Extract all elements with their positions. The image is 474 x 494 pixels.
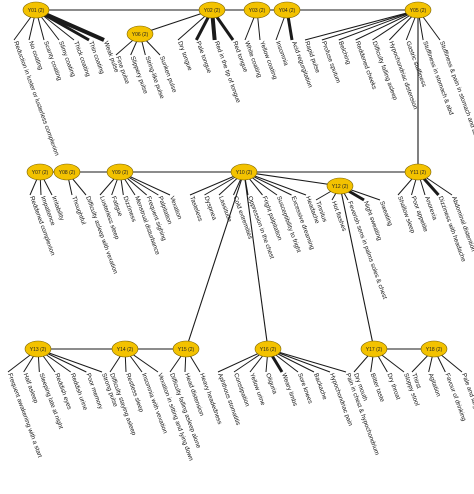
leaf-edge bbox=[304, 9, 419, 41]
latent-node-label: Y06 (2) bbox=[132, 32, 149, 38]
symptom-label: Frequent awakening with a start bbox=[6, 372, 43, 459]
latent-node-label: Y16 (2) bbox=[260, 347, 277, 353]
latent-node-label: Y17 (2) bbox=[366, 347, 383, 353]
symptom-label: Agitation bbox=[427, 372, 442, 398]
symptom-label: Anorexia bbox=[423, 195, 438, 221]
latent-node: Y02 (2) bbox=[198, 1, 226, 19]
latent-node-ellipse bbox=[230, 163, 258, 181]
latent-node-ellipse bbox=[404, 1, 432, 19]
symptom-label: Tasteless bbox=[188, 195, 204, 222]
latent-node-ellipse bbox=[360, 340, 388, 358]
latent-node: Y10 (2) bbox=[230, 163, 258, 181]
latent-node: Y15 (2) bbox=[172, 340, 200, 358]
latent-node-ellipse bbox=[420, 340, 448, 358]
symptom-label: Insomnia bbox=[274, 40, 289, 67]
latent-node: Y08 (2) bbox=[53, 163, 81, 181]
latent-node-label: Y01 (2) bbox=[28, 8, 45, 14]
latent-node-ellipse bbox=[111, 340, 139, 358]
latent-node-label: Y14 (2) bbox=[117, 347, 134, 353]
symptom-label: Belching bbox=[337, 40, 352, 66]
symptom-label: Dry tongue bbox=[176, 40, 193, 72]
latent-node: Y09 (2) bbox=[106, 163, 134, 181]
latent-node-label: Y03 (2) bbox=[249, 8, 266, 14]
tree-edge bbox=[139, 9, 213, 35]
symptom-label: Hot flashes bbox=[330, 200, 347, 232]
latent-node: Y17 (2) bbox=[360, 340, 388, 358]
latent-node-label: Y15 (2) bbox=[178, 347, 195, 353]
latent-node-ellipse bbox=[326, 177, 354, 195]
latent-node-label: Y09 (2) bbox=[112, 170, 129, 176]
latent-node: Y07 (2) bbox=[26, 163, 54, 181]
leaf-edge bbox=[338, 9, 419, 41]
latent-node-ellipse bbox=[254, 340, 282, 358]
latent-node-label: Y07 (2) bbox=[32, 170, 49, 176]
tree-edge bbox=[243, 171, 341, 187]
leaf-edges bbox=[7, 8, 463, 373]
latent-node-ellipse bbox=[273, 1, 301, 19]
symptom-label: Pale tongue bbox=[194, 40, 212, 74]
symptom-label: Sweating bbox=[378, 200, 394, 227]
latent-node-label: Y08 (2) bbox=[59, 170, 76, 176]
latent-node: Y13 (2) bbox=[24, 340, 52, 358]
symptom-label: No coating bbox=[27, 40, 44, 71]
latent-node: Y18 (2) bbox=[420, 340, 448, 358]
latent-node-label: Y04 (2) bbox=[279, 8, 296, 14]
latent-node: Y03 (2) bbox=[243, 1, 271, 19]
latent-node-ellipse bbox=[22, 1, 50, 19]
symptom-label: Sore knees bbox=[296, 372, 313, 404]
latent-node: Y14 (2) bbox=[111, 340, 139, 358]
symptom-label: Yellow urine bbox=[248, 372, 266, 407]
latent-node-label: Y13 (2) bbox=[30, 347, 47, 353]
latent-node: Y06 (2) bbox=[126, 25, 154, 43]
latent-node: Y04 (2) bbox=[273, 1, 301, 19]
tree-edge bbox=[243, 171, 269, 350]
leaf-edge bbox=[35, 8, 105, 42]
latent-node-ellipse bbox=[26, 163, 54, 181]
latent-node-ellipse bbox=[198, 1, 226, 19]
tree-edge bbox=[339, 185, 375, 350]
latent-node-ellipse bbox=[172, 340, 200, 358]
leaf-labels: Reduction in luster or lusterless comple… bbox=[6, 40, 474, 462]
latent-node: Y05 (2) bbox=[404, 1, 432, 19]
tree-edge bbox=[185, 171, 245, 350]
latent-node-ellipse bbox=[243, 1, 271, 19]
symptom-label: Dry throat bbox=[385, 372, 401, 401]
symptom-label: Backache bbox=[312, 372, 328, 401]
symptom-label: Weary limbs bbox=[280, 372, 298, 407]
latent-node-ellipse bbox=[404, 163, 432, 181]
latent-node-label: Y02 (2) bbox=[204, 8, 221, 14]
latent-nodes: Y01 (2) Y06 (2) Y02 (2) Y03 (2) Y04 (2) Y05 (… bbox=[22, 1, 448, 358]
latent-node: Y11 (2) bbox=[404, 163, 432, 181]
symptom-label: Dyspnea bbox=[203, 195, 218, 221]
leaf-edge bbox=[321, 9, 419, 41]
latent-node: Y01 (2) bbox=[22, 1, 50, 19]
latent-node: Y16 (2) bbox=[254, 340, 282, 358]
latent-node-ellipse bbox=[106, 163, 134, 181]
latent-node-ellipse bbox=[24, 340, 52, 358]
leaf-edge bbox=[267, 348, 347, 373]
latent-node-label: Y12 (2) bbox=[332, 184, 349, 190]
latent-node-label: Y10 (2) bbox=[236, 170, 253, 176]
latent-node-ellipse bbox=[126, 25, 154, 43]
latent-node-ellipse bbox=[53, 163, 81, 181]
symptom-label: Thoughtful bbox=[70, 195, 87, 225]
latent-node-label: Y05 (2) bbox=[410, 8, 427, 14]
symptom-label: Oliguria bbox=[264, 372, 278, 395]
symptom-label: Constipation bbox=[232, 372, 251, 408]
latent-node: Y12 (2) bbox=[326, 177, 354, 195]
latent-node-label: Y18 (2) bbox=[426, 347, 443, 353]
symptom-label: Bitter taste bbox=[369, 372, 386, 403]
symptom-label: Lassitude bbox=[217, 195, 233, 223]
symptom-label: Half asleep bbox=[22, 372, 40, 404]
latent-node-label: Y11 (2) bbox=[410, 170, 426, 176]
